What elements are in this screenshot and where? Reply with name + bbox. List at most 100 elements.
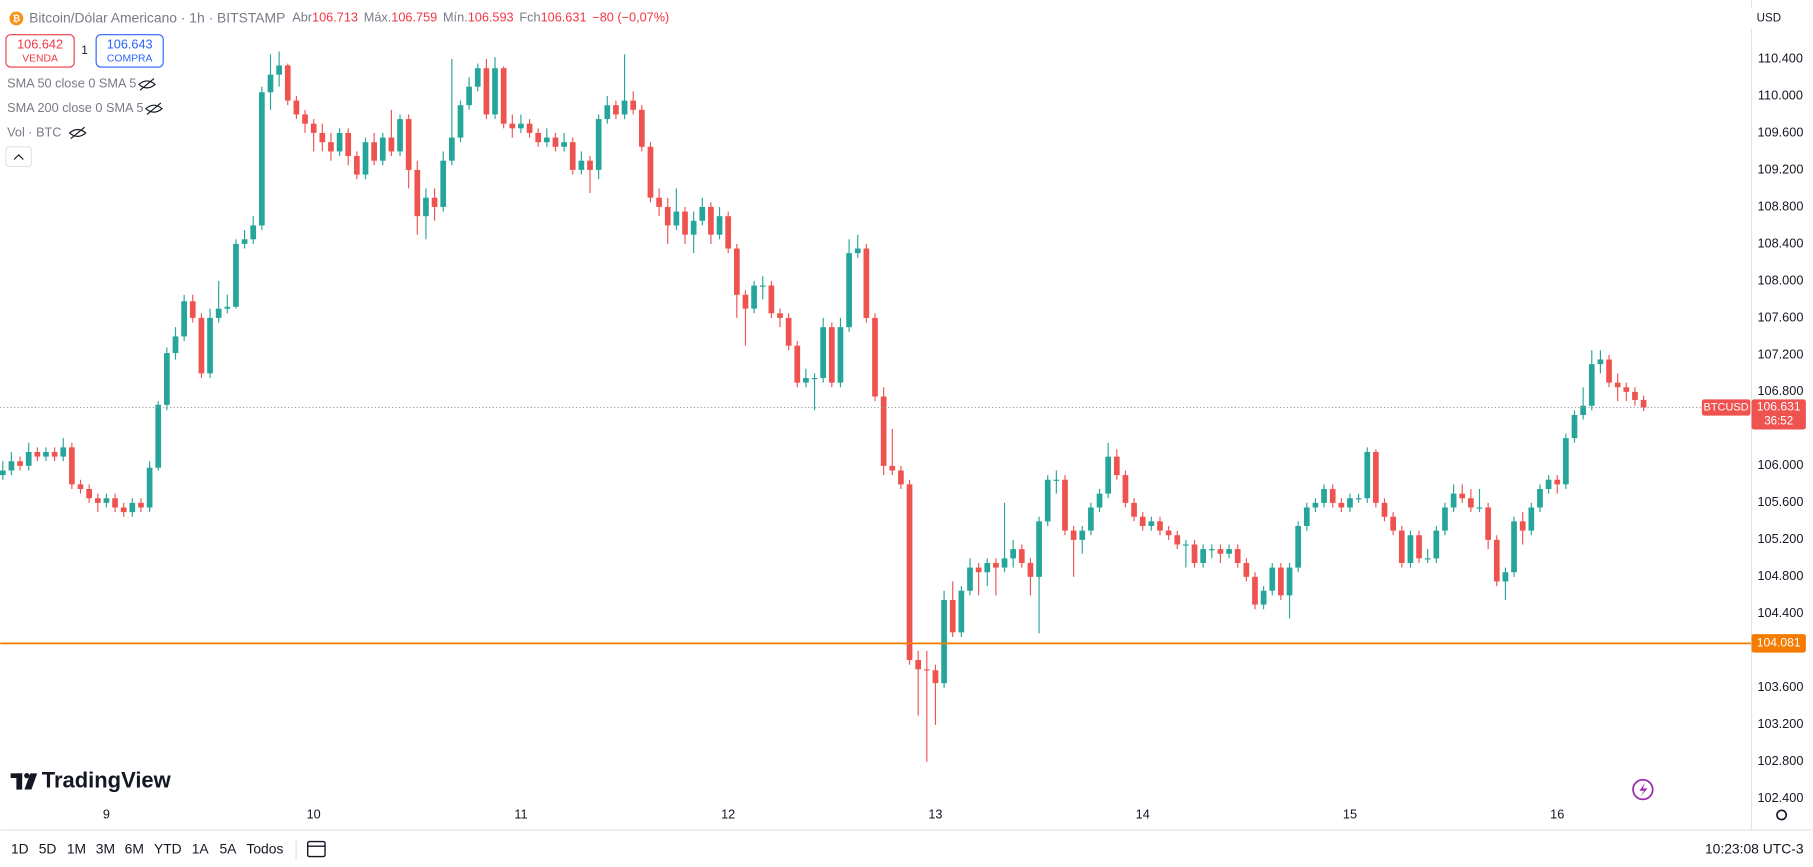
candle-body [215,308,222,318]
candle-body [414,169,421,217]
candle-body [112,498,118,508]
candle-body [51,451,58,457]
candle-body [164,353,170,405]
y-tick-label: 103.600 [1757,679,1803,694]
candle-body [1606,359,1612,383]
candle-body [1640,399,1647,408]
candle-body [1519,521,1526,531]
indicator[interactable]: SMA 50 close 0 SMA 5 [7,76,136,91]
candle-body [733,248,740,295]
x-tick-label: 12 [721,806,735,821]
sell-button[interactable]: 106.642 VENDA [5,34,75,68]
x-tick-label: 10 [307,806,321,821]
currency-box[interactable] [1750,6,1792,31]
candle-body [371,142,377,161]
symbol-icon [9,11,24,26]
candle-body [241,239,248,244]
candle-body [310,123,317,133]
y-tick-label: 106.000 [1757,457,1803,472]
candle-body [34,451,41,457]
buy-button[interactable]: 106.643 COMPRA [95,34,164,68]
candle-body [146,467,153,508]
candle-body [915,660,922,670]
candle-body [803,378,809,383]
candle-body [1623,387,1630,392]
hide-icon[interactable] [138,78,156,91]
quantity: 1 [81,45,87,57]
candle-body [189,301,196,318]
candle-body [43,451,49,457]
candle-body [1260,590,1267,605]
range-button[interactable]: 5D [39,840,57,856]
calendar-icon[interactable] [306,840,326,858]
candle-body [828,327,835,383]
range-button[interactable]: 5A [219,840,237,856]
candle-body [630,100,637,110]
candle-body [690,220,697,235]
x-tick-label: 13 [928,806,942,821]
candle-body [656,197,662,207]
range-button[interactable]: Todos [246,840,283,856]
plot-area [0,51,1752,762]
candle-body [276,65,282,75]
candle-body [267,74,274,93]
candle-body [94,498,101,503]
range-button[interactable]: 1M [67,840,86,856]
candle-body [1157,521,1163,531]
candle-body [1027,562,1034,577]
candle-body [259,92,265,226]
y-tick-label: 104.400 [1757,605,1803,620]
candle-body [1537,488,1543,508]
candle-body [17,461,23,466]
candle-body [1062,479,1068,531]
x-tick-label: 11 [514,806,527,821]
indicator[interactable]: SMA 200 close 0 SMA 5 [7,100,143,115]
candle-body [898,470,904,485]
candle-body [397,119,403,152]
candle-body [1554,479,1561,485]
candle-body [207,317,213,374]
candle-body [0,470,6,476]
y-tick-label: 105.200 [1757,531,1803,546]
collapse-caret [13,154,24,160]
candle-body [647,146,654,198]
candle-body [1079,530,1086,540]
buy-price: 106.643 [107,36,153,51]
candle-body [77,484,84,489]
candle-body [1614,382,1621,388]
candle-body [975,567,982,573]
candle-body [1036,521,1042,577]
x-tick-label: 14 [1136,806,1150,821]
candle-body [1450,493,1457,508]
candle-body [984,562,991,573]
range-button[interactable]: 1D [11,840,29,856]
level-label-box [1751,634,1806,653]
candle-body [1416,535,1422,559]
candle-body [1148,521,1155,526]
field-value: 106.593 [468,10,514,25]
range-button[interactable]: 3M [96,840,115,856]
candle-body [1018,549,1025,563]
candle-body [872,317,878,397]
candle-body [846,253,852,328]
range-button[interactable]: YTD [154,840,182,856]
hide-icon[interactable] [68,126,87,140]
range-button[interactable]: 1A [192,840,210,856]
candle-body [233,243,239,307]
buy-box [95,34,164,68]
eye-icons [68,78,163,140]
candle-body [578,160,585,170]
range-button[interactable]: 6M [125,840,144,856]
candle-body [319,132,326,143]
candle-body [1390,516,1397,531]
indicator[interactable]: Vol · BTC [7,124,61,139]
collapse-button[interactable] [5,146,32,168]
candle-body [1096,493,1103,508]
field-value: 106.713 [312,10,358,25]
candle-body [250,225,257,240]
settings-icon[interactable] [1776,809,1788,821]
hide-icon[interactable] [144,102,163,115]
